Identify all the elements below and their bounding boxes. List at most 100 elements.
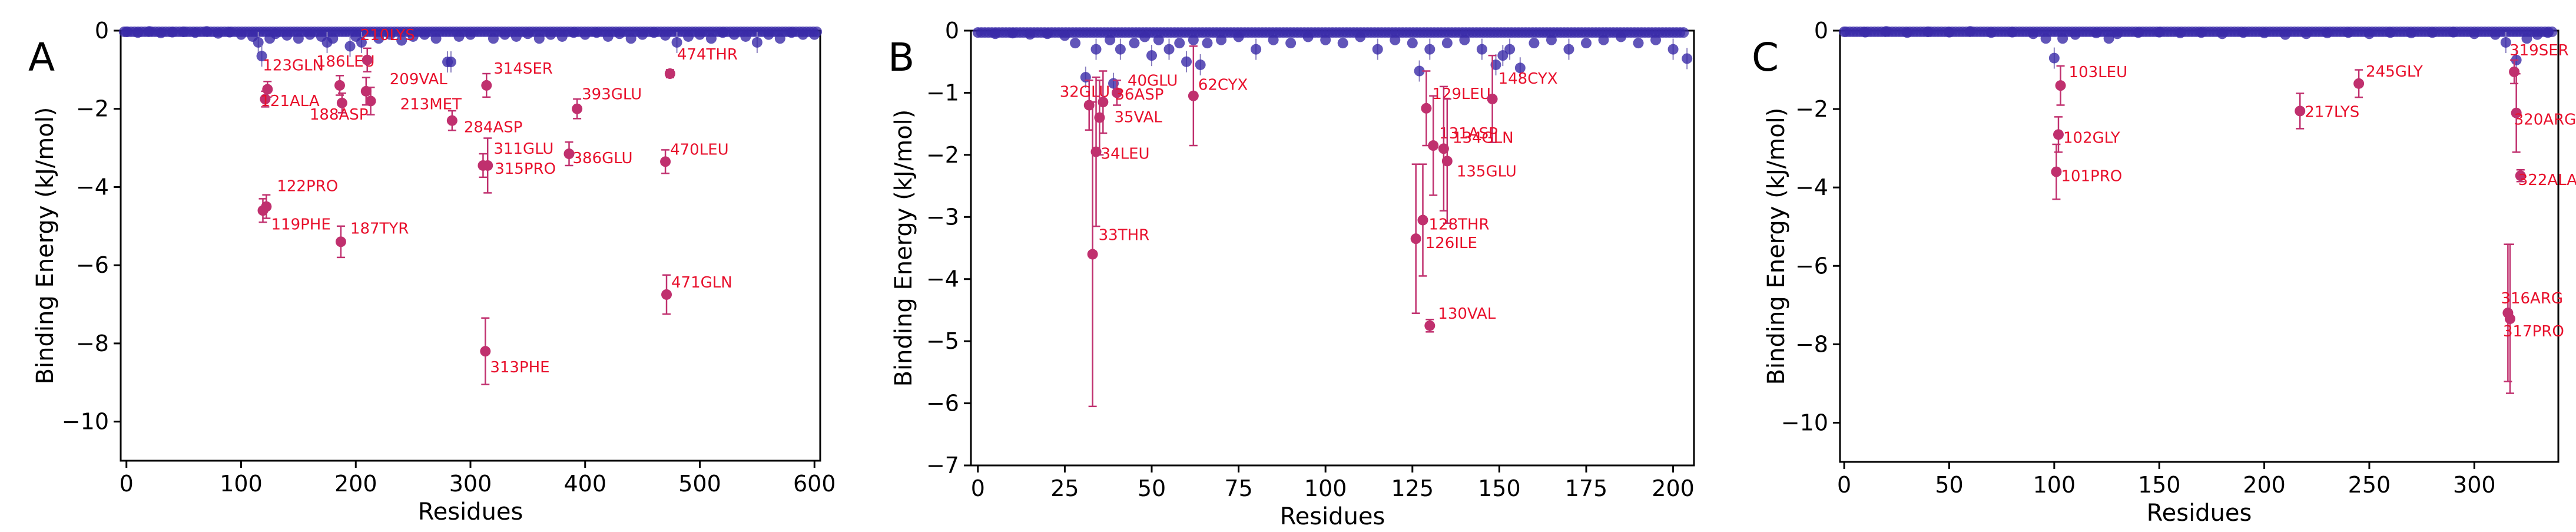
residue-point — [480, 346, 491, 357]
background-point — [2385, 27, 2396, 38]
background-series — [972, 27, 1693, 94]
background-point — [2469, 28, 2480, 39]
x-tick-label: 500 — [678, 471, 721, 497]
background-point — [1514, 62, 1526, 74]
background-point — [396, 35, 407, 46]
residue-label: 471GLN — [671, 274, 732, 292]
residue-point — [481, 80, 492, 91]
residue-label: 314SER — [493, 60, 553, 78]
background-point — [2363, 28, 2375, 39]
background-point — [2426, 27, 2438, 38]
background-point — [327, 33, 339, 44]
residue-point — [446, 115, 457, 126]
background-point — [1202, 38, 1213, 49]
residue-label: 284ASP — [464, 119, 523, 137]
x-tick-label: 50 — [1935, 472, 1963, 498]
background-point — [1441, 38, 1453, 49]
background-point — [1965, 26, 1976, 37]
background-point — [2542, 27, 2554, 38]
plot-frame — [120, 29, 821, 462]
y-tick-label: −10 — [62, 409, 109, 435]
background-point — [1504, 44, 1516, 55]
x-tick-label: 0 — [120, 471, 134, 497]
background-point — [293, 33, 304, 44]
x-tick-label: 300 — [2453, 472, 2496, 498]
background-point — [2028, 28, 2039, 39]
residue-label: 217LYS — [2305, 103, 2359, 121]
x-tick-label: 150 — [1478, 475, 1521, 501]
residue-label: 210LYS — [360, 27, 415, 44]
background-point — [579, 29, 591, 40]
residue-label: 317PRO — [2503, 323, 2564, 341]
background-point — [2217, 28, 2228, 39]
residue-point — [2515, 170, 2526, 181]
residue-point — [563, 148, 575, 160]
residue-point — [360, 85, 372, 97]
plot-frame — [1839, 29, 2560, 463]
background-point — [201, 26, 213, 37]
background-point — [1650, 34, 1662, 45]
residue-label: 245GLY — [2366, 63, 2423, 81]
background-point — [1682, 53, 1693, 64]
background-point — [533, 33, 545, 44]
y-tick-label: 0 — [945, 18, 959, 44]
background-point — [178, 26, 190, 37]
residue-point — [1424, 320, 1435, 331]
residue-label: 134GLN — [1453, 129, 1514, 147]
x-tick-label: 250 — [2348, 472, 2391, 498]
background-point — [1497, 50, 1509, 61]
background-point — [1598, 34, 1609, 45]
background-point — [602, 31, 614, 42]
residue-label: 121ALA — [260, 92, 319, 110]
background-point — [445, 57, 456, 68]
background-point — [2070, 29, 2081, 40]
background-point — [1302, 31, 1314, 42]
background-point — [1090, 44, 1102, 55]
background-point — [1163, 44, 1175, 55]
background-point — [1881, 26, 1892, 37]
y-tick-label: −4 — [926, 266, 959, 292]
residue-label: 316ARG — [2501, 290, 2563, 308]
background-point — [1839, 26, 1850, 37]
background-point — [1563, 44, 1574, 55]
background-point — [1285, 38, 1297, 49]
residue-point — [1111, 87, 1122, 98]
residue-point — [1441, 156, 1453, 167]
residue-label: 187TYR — [350, 220, 409, 237]
background-point — [591, 27, 602, 38]
background-point — [1407, 38, 1418, 49]
background-point — [1372, 44, 1383, 55]
residue-point — [1098, 97, 1109, 108]
background-point — [1529, 38, 1540, 49]
background-point — [545, 29, 556, 40]
background-point — [465, 29, 476, 40]
background-point — [1251, 44, 1262, 55]
background-point — [1216, 34, 1227, 45]
panel-letter: C — [1752, 35, 1779, 80]
x-tick-label: 100 — [2033, 472, 2076, 498]
residue-point — [2509, 66, 2520, 77]
background-point — [1153, 34, 1164, 45]
background-point — [809, 29, 820, 40]
residue-point — [2353, 78, 2365, 89]
background-point — [155, 27, 167, 38]
residue-label: 33THR — [1099, 227, 1150, 244]
y-tick-label: −2 — [76, 96, 109, 122]
background-point — [1042, 28, 1053, 39]
y-tick-label: −6 — [1795, 253, 1828, 279]
y-tick-label: 0 — [95, 18, 109, 44]
residue-point — [365, 95, 376, 107]
residue-label: 102GLY — [2063, 129, 2120, 147]
background-point — [224, 27, 236, 38]
background-point — [774, 33, 785, 44]
residue-point — [2504, 313, 2515, 325]
x-axis-label: Residues — [2147, 500, 2252, 527]
background-point — [1105, 34, 1116, 45]
x-tick-label: 75 — [1224, 475, 1252, 501]
x-tick-label: 100 — [220, 471, 263, 497]
background-point — [407, 31, 419, 42]
background-point — [1580, 38, 1592, 49]
background-point — [1424, 44, 1435, 55]
background-point — [786, 27, 797, 38]
background-series — [1839, 26, 2558, 71]
